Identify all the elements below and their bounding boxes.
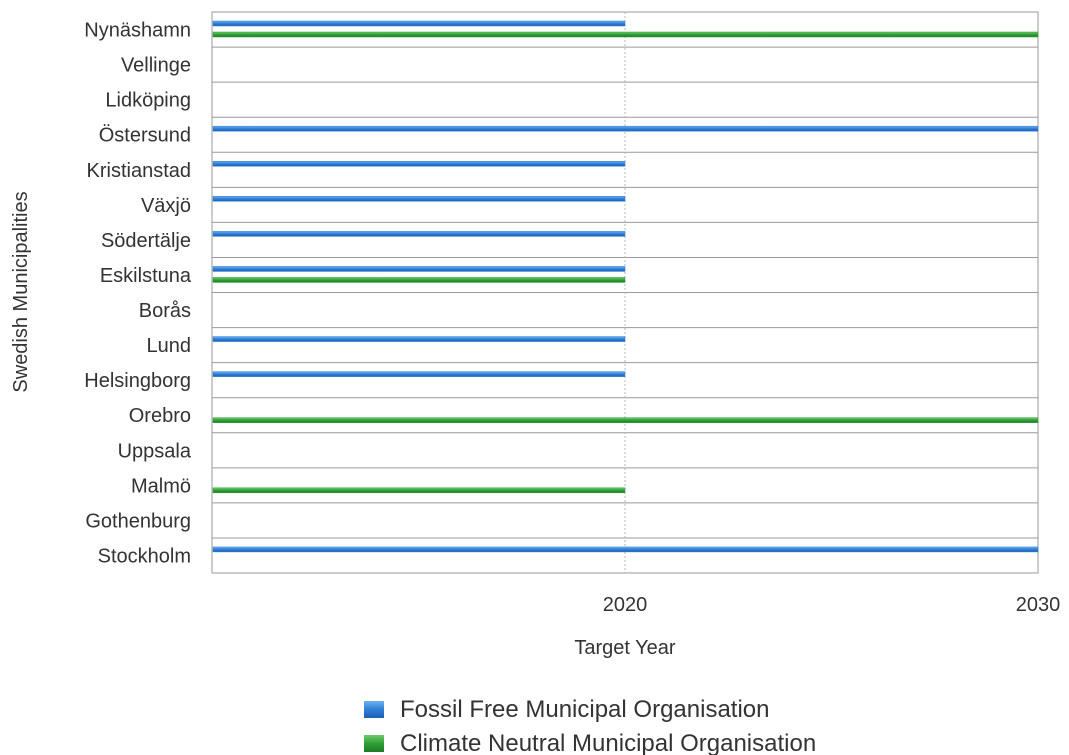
category-label: Gothenburg xyxy=(85,510,191,532)
x-axis-title: Target Year xyxy=(574,637,676,659)
climate-neutral-bar xyxy=(212,417,1039,423)
fossil-free-bar xyxy=(212,196,626,202)
legend-label: Fossil Free Municipal Organisation xyxy=(400,696,769,723)
legend: Fossil Free Municipal Organisation Climat… xyxy=(364,696,816,755)
category-label: Lidköping xyxy=(105,90,191,112)
fossil-free-bar xyxy=(212,20,626,27)
plot-area xyxy=(211,11,1039,574)
climate-neutral-bar xyxy=(212,487,626,494)
category-label: Östersund xyxy=(99,125,191,147)
category-label: Stockholm xyxy=(98,545,191,567)
category-labels: Nynäshamn Vellinge Lidköping Östersund Krist… xyxy=(84,20,192,568)
category-label: Orebro xyxy=(129,405,191,427)
fossil-free-bar xyxy=(212,371,626,377)
category-label: Kristianstad xyxy=(87,160,192,182)
bars-layer xyxy=(212,20,1039,553)
category-label: Södertälje xyxy=(101,230,191,252)
x-tick-label: 2030 xyxy=(1016,594,1061,616)
category-label: Vellinge xyxy=(121,55,191,77)
y-axis-title: Swedish Municipalities xyxy=(10,191,32,392)
category-label: Malmö xyxy=(131,475,191,497)
fossil-free-bar xyxy=(212,161,626,167)
fossil-free-bar xyxy=(212,266,626,272)
category-label: Uppsala xyxy=(118,440,192,462)
category-label: Helsingborg xyxy=(84,370,191,392)
legend-swatch-fossil-free xyxy=(364,701,384,718)
fossil-free-bar xyxy=(212,546,1039,553)
climate-neutral-bar xyxy=(212,277,626,283)
category-label: Växjö xyxy=(141,195,191,217)
category-label: Lund xyxy=(147,335,192,357)
climate-neutral-bar xyxy=(212,31,1039,38)
x-tick-labels: 2020 2030 xyxy=(603,594,1061,616)
category-label: Borås xyxy=(139,300,191,322)
x-tick-label: 2020 xyxy=(603,594,648,616)
legend-swatch-climate-neutral xyxy=(364,735,384,752)
fossil-free-bar xyxy=(212,231,626,237)
category-label: Eskilstuna xyxy=(100,265,192,287)
fossil-free-bar xyxy=(212,336,626,342)
legend-label: Climate Neutral Municipal Organisation xyxy=(400,730,816,755)
category-label: Nynäshamn xyxy=(84,20,191,42)
fossil-free-bar xyxy=(212,125,1039,132)
